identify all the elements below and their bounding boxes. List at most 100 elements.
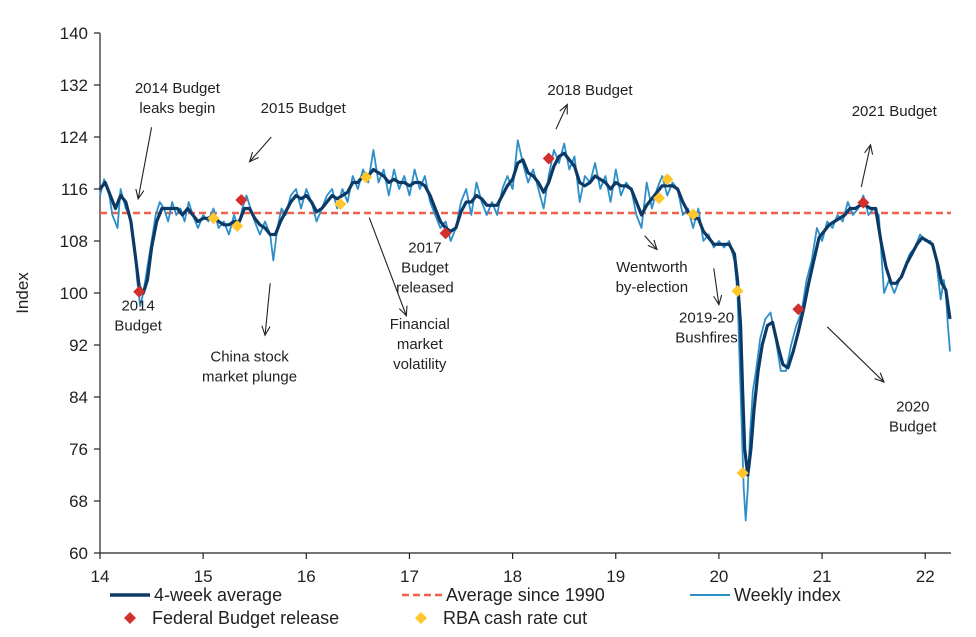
arrow-head [647,239,658,251]
rba-rate-cut-marker [661,173,674,186]
annotation-label: 2014 Budget [114,298,162,335]
annotation-label: 2018 Budget [547,82,633,99]
legend-label: Weekly index [734,585,841,605]
annotation-line: released [396,280,454,297]
x-tick-label: 14 [91,567,110,586]
x-tick-label: 20 [709,567,728,586]
y-axis: 60 68 76 84 92 100 108 116 124 132 140 [60,24,101,563]
budget-release-marker [439,227,452,240]
arrow-line [249,136,272,163]
annotation-line: 2017 [408,240,441,257]
annotation-line: Budget [401,260,449,277]
annotation-line: Financial [390,316,450,333]
y-tick-label: 116 [61,180,88,199]
budget-release-marker [792,303,805,316]
budget-release-marker [857,196,870,209]
annotation-line: 2015 Budget [261,100,347,117]
y-tick-label: 76 [69,440,88,459]
annotation-label: 2019-20 Bushfires [675,309,738,346]
arrow-line [644,235,658,250]
annotation-label: 2015 Budget [261,100,347,117]
annotation-line: 2019-20 [679,309,734,326]
legend-label: Federal Budget release [152,608,339,628]
arrow-line [137,127,153,199]
arrow-line [826,326,885,383]
annotation-line: 2014 Budget [135,80,221,97]
arrow-head [874,372,885,383]
rba-rate-cut-marker [653,192,666,205]
annotation-line: market [397,336,444,353]
annotation-line: volatility [393,356,447,373]
annotation-line: 2021 Budget [852,103,938,120]
series-lines [98,139,952,522]
legend-label: 4-week average [154,585,282,605]
budget-release-marker [133,285,146,298]
arrow-head [559,103,568,115]
y-tick-label: 60 [69,544,88,563]
annotation-label: Wentworth by-election [616,259,689,296]
annotation-line: Budget [889,418,937,435]
legend: 4-week average Average since 1990 Weekly i… [110,585,841,628]
arrow-head [864,143,874,155]
rba-rate-cut-marker [360,171,373,184]
annotation-label: 2020 Budget [889,398,937,435]
y-tick-label: 100 [60,284,88,303]
arrow-line [713,268,720,305]
annotation-line: market plunge [202,368,297,385]
x-axis: 14 15 16 17 18 19 20 21 22 [91,552,951,586]
rba-rate-cut-marker [231,220,244,233]
rba-rate-cut-marker [207,212,220,225]
rba-rate-cut-marker [334,197,347,210]
annotation-label: Financial market volatility [390,316,450,373]
legend-swatch [124,612,136,624]
x-tick-label: 16 [297,567,316,586]
event-markers [133,152,870,480]
annotation-line: Wentworth [616,259,687,276]
annotation-label: 2021 Budget [852,103,938,120]
arrow-line [368,217,407,316]
rba-rate-cut-marker [687,208,700,221]
y-tick-label: 132 [60,76,88,95]
arrow-line [264,283,271,336]
arrow-head [248,151,259,163]
arrow-head [261,325,271,337]
annotation-line: China stock [210,348,289,365]
arrow-head [398,305,408,318]
rba-rate-cut-marker [736,467,749,480]
budget-release-marker [542,152,555,165]
x-tick-label: 19 [606,567,625,586]
annotation-line: Bushfires [675,329,738,346]
arrow-head [713,294,723,307]
four-week-average-line [98,151,952,477]
annotation-line: 2014 [121,298,154,315]
x-tick-label: 17 [400,567,419,586]
x-tick-label: 21 [813,567,832,586]
annotation-line: leaks begin [139,100,215,117]
arrow-line [555,104,568,130]
y-tick-label: 108 [60,232,88,251]
annotation-line: Budget [114,318,162,335]
arrow-head [135,188,145,201]
annotation-arrows [135,103,885,383]
y-tick-label: 124 [60,128,88,147]
annotations: 2014 Budget leaks begin 2014 Budget 2015 Bud… [114,80,938,435]
annotation-label: 2014 Budget leaks begin [135,80,221,117]
annotation-line: by-election [616,279,689,296]
annotation-label: China stock market plunge [202,348,297,385]
y-tick-label: 140 [60,24,88,43]
y-tick-label: 68 [69,492,88,511]
annotation-line: 2020 [896,398,929,415]
y-tick-label: 92 [69,336,88,355]
x-tick-label: 15 [194,567,213,586]
arrow-line [860,144,872,188]
y-axis-label: Index [13,272,32,314]
legend-label: RBA cash rate cut [443,608,587,628]
annotation-label: 2017 Budget released [396,240,454,297]
y-tick-label: 84 [69,388,88,407]
legend-swatch [415,612,427,624]
annotation-line: 2018 Budget [547,82,633,99]
weekly-index-line [99,139,951,522]
rba-rate-cut-marker [731,285,744,298]
x-tick-label: 18 [503,567,522,586]
